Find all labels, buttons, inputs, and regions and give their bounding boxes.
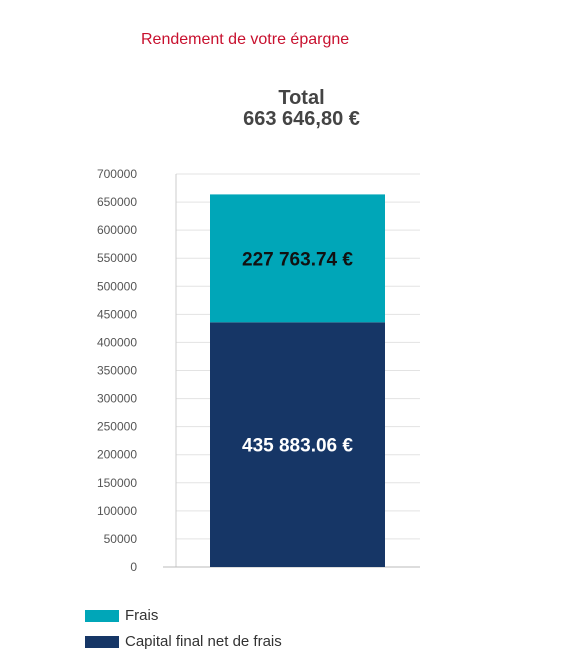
- chart-heading: Rendement de votre épargne: [141, 31, 350, 48]
- legend-swatch-capital: [85, 635, 119, 648]
- bar-data-label: 435 883.06 €: [242, 436, 353, 457]
- y-tick-label: 550000: [97, 251, 137, 265]
- bar-data-label: 227 763.74 €: [242, 249, 353, 270]
- legend-swatch-frais: [85, 609, 119, 622]
- y-tick-label: 500000: [97, 279, 137, 293]
- y-tick-label: 650000: [97, 195, 137, 209]
- y-tick-label: 350000: [97, 364, 137, 378]
- y-tick-label: 300000: [97, 392, 137, 406]
- legend-label-frais: Frais: [125, 607, 159, 624]
- total-value: 663 646,80 €: [243, 108, 360, 130]
- y-tick-label: 150000: [97, 476, 137, 490]
- y-tick-label: 700000: [97, 167, 137, 181]
- y-tick-label: 0: [130, 560, 137, 574]
- y-tick-label: 50000: [104, 532, 138, 546]
- bar-segment-capital: [210, 322, 385, 567]
- y-tick-label: 450000: [97, 307, 137, 321]
- bar-segment-frais: [210, 194, 385, 323]
- legend-label-capital: Capital final net de frais: [125, 633, 282, 650]
- total-label: Total: [278, 87, 325, 109]
- y-tick-label: 600000: [97, 223, 137, 237]
- y-tick-label: 200000: [97, 448, 137, 462]
- legend-item-capital: Capital final net de frais: [85, 633, 282, 650]
- y-tick-label: 400000: [97, 335, 137, 349]
- legend-item-frais: Frais: [85, 607, 158, 624]
- y-tick-label: 100000: [97, 504, 137, 518]
- stacked-bar-chart: 0 50000 100000 150000 200000 250000 300000 3500…: [97, 167, 420, 574]
- y-tick-label: 250000: [97, 420, 137, 434]
